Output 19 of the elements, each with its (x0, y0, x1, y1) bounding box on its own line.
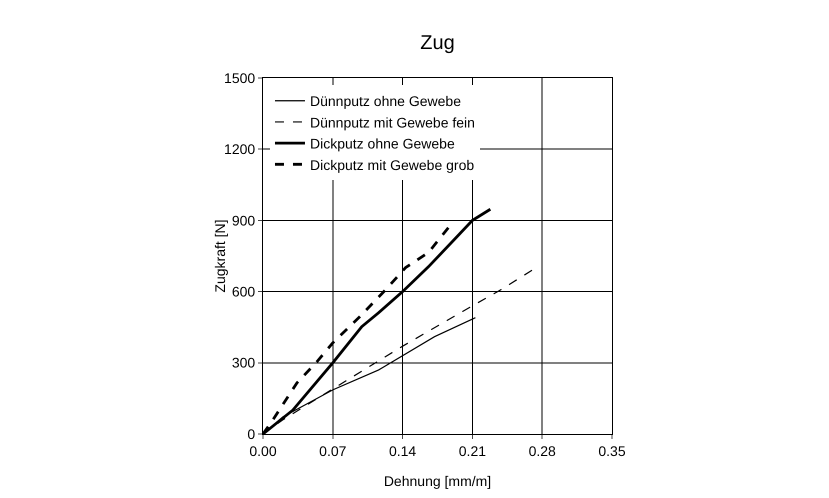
x-tick-label: 0.35 (598, 442, 626, 459)
y-tick-label: 300 (232, 354, 256, 371)
x-axis-title: Dehnung [mm/m] (384, 473, 492, 489)
y-tick-label: 0 (247, 426, 256, 442)
x-tick-label: 0.14 (388, 442, 416, 459)
x-tick-label: 0.21 (458, 442, 486, 459)
y-axis-title: Zugkraft [N] (212, 219, 228, 293)
legend-label: Dünnputz ohne Gewebe (310, 93, 462, 110)
y-tick-label: 1200 (224, 141, 256, 158)
y-tick-label: 900 (232, 212, 256, 228)
x-tick-label: 0.00 (249, 442, 277, 459)
y-tick-label: 1500 (224, 70, 256, 86)
y-tick-label: 600 (232, 284, 256, 300)
chart-title: Zug (420, 32, 455, 54)
legend-label: Dickputz mit Gewebe grob (310, 156, 474, 173)
legend-label: Dickputz ohne Gewebe (310, 136, 455, 152)
x-tick-label: 0.07 (319, 442, 347, 459)
legend-label: Dünnputz mit Gewebe fein (310, 114, 475, 130)
x-tick-label: 0.28 (528, 442, 556, 459)
